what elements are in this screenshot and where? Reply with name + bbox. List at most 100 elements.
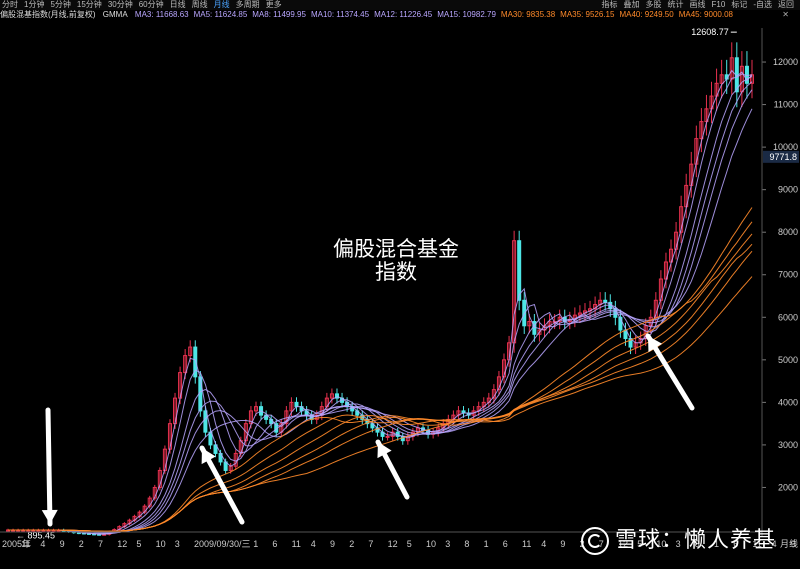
y-tick-label-8: 10000 [773, 142, 798, 152]
arrow-2-shaft [199, 445, 245, 525]
x-tick-label-23: 1 [484, 539, 489, 549]
y-tick-label-10: 12000 [773, 57, 798, 67]
tool-button-7[interactable]: -自选 [753, 0, 772, 9]
arrow-2-head-icon [201, 448, 216, 465]
tool-button-5[interactable]: F10 [711, 0, 726, 9]
arrow-3-head-icon [377, 442, 392, 459]
x-tick-label-10: 2009/09/30/三 [194, 539, 251, 549]
index-name: 偏股混基指数(月线,前复权) [0, 10, 96, 19]
y-tick-label-7: 9000 [778, 185, 798, 195]
candle-body-127 [648, 316, 653, 327]
x-tick-label-17: 7 [368, 539, 373, 549]
candle-body-113 [577, 312, 582, 316]
period-tab-0[interactable]: 分时 [2, 0, 18, 9]
legend-item-9: MA45: 9000.08 [678, 10, 733, 19]
period-tab-4[interactable]: 30分钟 [107, 0, 133, 9]
period-tab-7[interactable]: 周线 [191, 0, 208, 9]
x-tick-label-25: 11 [522, 539, 531, 549]
x-tick-label-36: 6 [733, 539, 738, 549]
indicator-legend: 偏股混基指数(月线,前复权) GMMA MA3: 11668.63 MA5: 11… [0, 10, 800, 20]
x-tick-label-27: 9 [560, 539, 565, 549]
candle-body-147 [749, 74, 755, 84]
overlay-title: 偏股混合基金 指数 [296, 238, 496, 284]
candle-body-105 [537, 329, 542, 335]
y-tick-label-9: 11000 [774, 100, 798, 110]
legend-item-0: MA3: 11668.63 [134, 10, 189, 19]
candle-body-56 [289, 401, 294, 412]
period-tab-10[interactable]: 更多 [265, 0, 282, 9]
candle-body-39 [203, 410, 208, 433]
tool-button-8[interactable]: 返回 [778, 0, 794, 9]
x-tick-label-30: 12 [618, 539, 628, 549]
ma-short-5 [8, 73, 753, 535]
tool-button-2[interactable]: 多股 [645, 0, 662, 9]
legend-item-5: MA15: 10982.79 [437, 10, 496, 19]
arrow-1-head-icon [41, 509, 58, 524]
tool-button-4[interactable]: 画线 [689, 0, 706, 9]
y-tick-label-4: 6000 [778, 312, 798, 322]
x-tick-label-2: 4 [40, 539, 45, 549]
x-tick-label-16: 2 [349, 539, 354, 549]
period-label: 月线 [780, 538, 798, 549]
y-tick-label-2: 4000 [778, 397, 798, 407]
legend-item-1: MA5: 11624.85 [193, 10, 248, 19]
legend-item-8: MA40: 9249.50 [619, 10, 674, 19]
ma-short-3 [8, 69, 753, 535]
tool-button-3[interactable]: 统计 [667, 0, 684, 9]
x-tick-label-22: 8 [464, 539, 469, 549]
x-tick-label-4: 2 [79, 539, 84, 549]
legend-item-2: MA8: 11499.95 [252, 10, 306, 19]
x-tick-label-1: 11 [21, 539, 30, 549]
tool-button-1[interactable]: 叠加 [623, 0, 640, 9]
low-label: ← 895.45 [16, 530, 55, 540]
candlestick-chart: 2000300040005000600070008000900010000110… [0, 27, 799, 549]
candle-body-35 [183, 355, 188, 374]
x-tick-label-26: 4 [541, 539, 546, 549]
ma-short-10 [8, 81, 753, 534]
x-tick-label-32: 10 [656, 539, 666, 549]
x-tick-label-21: 3 [445, 539, 450, 549]
ma-short-12 [8, 89, 753, 533]
tool-button-0[interactable]: 指标 [601, 0, 618, 9]
x-tick-label-0: 2005年 [2, 538, 31, 549]
watermark-text: 雪球：懒人养基 [614, 528, 776, 553]
x-tick-label-18: 12 [388, 539, 398, 549]
candle-body-64 [329, 393, 334, 399]
x-tick-label-12: 6 [272, 539, 277, 549]
period-tab-6[interactable]: 日线 [169, 0, 186, 9]
x-tick-label-39: 9 [791, 539, 796, 549]
period-tab-3[interactable]: 15分钟 [76, 0, 102, 9]
x-tick-label-9: 3 [175, 539, 180, 549]
candle-body-48 [248, 410, 253, 425]
candle-body-121 [618, 316, 623, 331]
x-tick-label-6: 12 [117, 539, 127, 549]
legend-item-3: MA10: 11374.45 [310, 10, 370, 19]
tool-buttons: 指标 叠加 多股 统计 画线 F10 标记 -自选 返回 [602, 0, 800, 10]
candle-body-37 [193, 346, 198, 378]
period-tab-8[interactable]: 月线 [213, 0, 230, 9]
period-tab-9[interactable]: 多周期 [235, 0, 260, 9]
candle-body-61 [314, 414, 319, 420]
close-icon[interactable]: ✕ [782, 10, 789, 19]
x-tick-label-19: 5 [407, 539, 412, 549]
legend-item-7: MA35: 9526.15 [560, 10, 615, 19]
period-tab-1[interactable]: 1分钟 [24, 0, 45, 9]
y-tick-label-3: 5000 [778, 355, 798, 365]
period-tab-5[interactable]: 60分钟 [138, 0, 164, 9]
last-price-label: 9771.8 [769, 152, 797, 162]
x-tick-label-33: 3 [676, 539, 681, 549]
legend-item-4: MA12: 11226.45 [374, 10, 433, 19]
period-toolbar: 分时 1分钟 5分钟 15分钟 30分钟 60分钟 日线 周线 月线 多周期 更多 指标 叠加 多股 统计… [0, 0, 800, 10]
xueqiu-logo-icon [580, 527, 609, 555]
candle-body-49 [253, 406, 259, 412]
ma-short-8 [8, 75, 753, 534]
candle-body-133 [679, 206, 684, 233]
x-tick-label-11: 1 [253, 539, 258, 549]
candle-body-41 [213, 444, 218, 454]
tool-button-6[interactable]: 标记 [731, 0, 748, 9]
x-tick-label-13: 11 [292, 539, 301, 549]
x-tick-label-5: 7 [98, 539, 103, 549]
period-tab-2[interactable]: 5分钟 [50, 0, 71, 9]
candle-body-137 [699, 121, 704, 140]
legend-item-6: MA30: 9835.38 [500, 10, 556, 19]
